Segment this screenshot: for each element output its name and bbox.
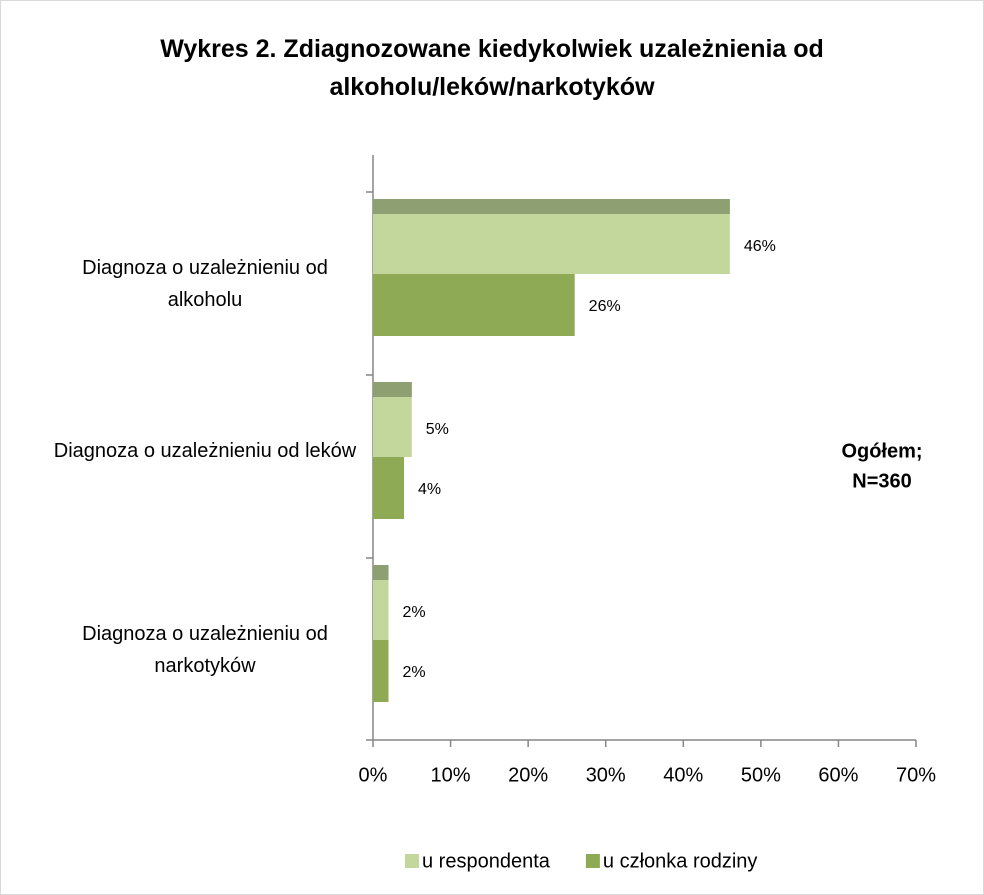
x-tick-label: 30%	[586, 764, 626, 786]
value-label: 26%	[589, 298, 621, 315]
value-label: 4%	[418, 481, 441, 498]
x-tick-label: 50%	[741, 764, 781, 786]
x-tick-label: 70%	[896, 764, 936, 786]
x-tick-label: 40%	[663, 764, 703, 786]
bar	[373, 274, 575, 336]
bar	[373, 640, 389, 702]
bar-top	[373, 565, 389, 580]
value-label: 46%	[744, 238, 776, 255]
y-tick-label: Diagnoza o uzależnieniu od alkoholu	[82, 256, 328, 311]
x-tick-label: 20%	[508, 764, 548, 786]
legend-swatch	[405, 854, 419, 868]
value-label: 5%	[426, 421, 449, 438]
bar-top	[373, 199, 730, 214]
y-tick-label: Diagnoza o uzależnieniu od narkotyków	[82, 622, 328, 677]
legend-swatch	[585, 854, 600, 868]
legend-label: u respondenta	[422, 850, 551, 872]
x-tick-label: 0%	[359, 764, 388, 786]
value-label: 2%	[403, 664, 426, 681]
bar	[373, 565, 389, 640]
value-label: 2%	[403, 604, 426, 621]
bar	[373, 457, 405, 519]
x-tick-label: 10%	[431, 764, 471, 786]
legend-label: u członka rodziny	[603, 850, 758, 872]
y-tick-label: Diagnoza o uzależnieniu od leków	[53, 439, 357, 462]
annotation: N=360	[852, 470, 912, 492]
chart-title: Wykres 2. Zdiagnozowane kiedykolwiek uza…	[160, 35, 824, 101]
bar-top	[373, 382, 412, 397]
annotation: Ogółem;	[841, 440, 922, 462]
x-tick-label: 60%	[818, 764, 858, 786]
y-axis-ticks	[366, 191, 373, 741]
